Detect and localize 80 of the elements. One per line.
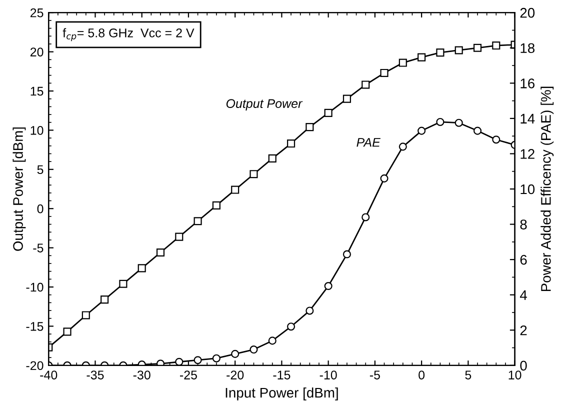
y2-tick-label: 6 bbox=[520, 254, 527, 265]
x-tick-label: -15 bbox=[273, 370, 290, 380]
x-tick-label: -30 bbox=[133, 370, 150, 380]
y2-tick-label: 0 bbox=[520, 360, 527, 371]
y-tick-label: 10 bbox=[30, 126, 44, 135]
point bbox=[250, 170, 258, 178]
annotation: PAE bbox=[356, 138, 381, 147]
point bbox=[418, 53, 426, 62]
point bbox=[100, 296, 109, 304]
point bbox=[231, 350, 240, 358]
y2-tick-label: 18 bbox=[520, 43, 535, 54]
point bbox=[194, 356, 202, 364]
point bbox=[119, 280, 128, 288]
point bbox=[398, 142, 407, 151]
y-tick-label: 25 bbox=[30, 8, 44, 18]
point bbox=[436, 48, 444, 57]
point bbox=[492, 42, 500, 50]
point bbox=[287, 322, 296, 331]
point bbox=[268, 336, 276, 345]
x-tick-label: -10 bbox=[320, 370, 337, 380]
y-tick-label: -15 bbox=[26, 322, 44, 331]
point bbox=[418, 126, 426, 135]
x-tick-label: -35 bbox=[86, 370, 104, 380]
x-tick-label: 5 bbox=[465, 370, 472, 380]
point bbox=[473, 44, 482, 52]
point bbox=[342, 250, 351, 258]
point bbox=[175, 358, 184, 366]
point bbox=[454, 46, 463, 54]
annotation: f$_{cp}$= 5.8 GHz Vcc = 2 V bbox=[62, 28, 194, 42]
point bbox=[380, 68, 388, 77]
y2-tick-label: 8 bbox=[520, 220, 527, 230]
y2-tick-label: 12 bbox=[520, 149, 534, 159]
y-tick-label: -10 bbox=[26, 282, 44, 292]
point bbox=[306, 306, 314, 315]
point bbox=[63, 328, 72, 336]
y-tick-label: 5 bbox=[37, 165, 44, 174]
y2-tick-label: 20 bbox=[520, 8, 535, 18]
y2-tick-label: 4 bbox=[520, 290, 527, 300]
x-tick-label: -20 bbox=[226, 370, 244, 380]
point bbox=[231, 186, 240, 194]
point bbox=[194, 217, 202, 226]
point bbox=[492, 136, 500, 144]
point bbox=[362, 213, 370, 222]
point bbox=[324, 282, 332, 290]
point bbox=[380, 174, 388, 182]
y-tick-label: 20 bbox=[30, 48, 44, 56]
point bbox=[82, 311, 90, 320]
x-tick-label: 0 bbox=[418, 370, 425, 380]
point bbox=[268, 154, 276, 162]
point bbox=[156, 248, 165, 257]
point bbox=[398, 58, 407, 67]
point bbox=[306, 123, 314, 132]
point bbox=[138, 264, 146, 272]
x-tick-label: -25 bbox=[180, 370, 197, 380]
y2-tick-label: 2 bbox=[520, 325, 527, 336]
y-axis-title: Output Power [dBm] bbox=[12, 127, 26, 251]
x-tick-label: -5 bbox=[370, 370, 380, 380]
y2-tick-label: 14 bbox=[520, 114, 535, 124]
y2-tick-label: 16 bbox=[520, 78, 534, 88]
point bbox=[250, 345, 258, 354]
y2-axis-title: Power Added Efficency (PAE) [%] bbox=[540, 86, 554, 292]
point bbox=[436, 118, 444, 126]
point bbox=[342, 94, 351, 103]
point bbox=[454, 118, 463, 127]
y2-tick-label: 10 bbox=[520, 184, 535, 194]
point bbox=[212, 354, 220, 362]
point bbox=[175, 232, 184, 241]
x-tick-label: 10 bbox=[508, 370, 522, 380]
point bbox=[473, 126, 482, 135]
point bbox=[362, 80, 370, 89]
x-tick-label: -40 bbox=[40, 370, 58, 380]
y-tick-label: -5 bbox=[33, 244, 44, 252]
y-tick-label: -20 bbox=[26, 361, 44, 370]
point bbox=[287, 140, 296, 148]
annotation: Output Power bbox=[226, 99, 303, 110]
point bbox=[212, 201, 220, 210]
y-tick-label: 0 bbox=[37, 204, 44, 214]
point bbox=[324, 108, 332, 117]
x-axis-title: Input Power [dBm] bbox=[226, 387, 338, 400]
y-tick-label: 15 bbox=[30, 86, 44, 96]
